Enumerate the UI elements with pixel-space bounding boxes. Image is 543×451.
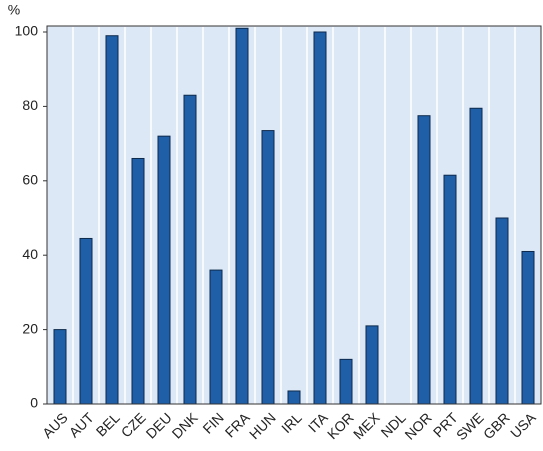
y-tick-label: 100 xyxy=(15,23,39,39)
x-tick-label: DNK xyxy=(169,409,202,442)
plot-area xyxy=(46,25,542,405)
bar xyxy=(313,31,327,405)
x-tick-label: BEL xyxy=(93,409,123,439)
bar xyxy=(157,135,171,405)
x-tick-label: SWE xyxy=(453,409,487,443)
x-tick-label: KOR xyxy=(324,409,357,442)
x-tick-label: IRL xyxy=(278,409,305,436)
bar xyxy=(53,329,67,405)
x-tick-label: USA xyxy=(507,409,539,441)
y-tick-label: 0 xyxy=(30,395,38,411)
bar xyxy=(443,174,457,405)
bar xyxy=(495,217,509,405)
x-tick-label: FIN xyxy=(199,409,226,436)
bar xyxy=(287,390,301,405)
bar xyxy=(209,269,223,405)
y-tick-label: 60 xyxy=(22,172,38,188)
x-tick-label: HUN xyxy=(246,409,279,442)
bar xyxy=(79,237,93,405)
x-tick-label: FRA xyxy=(222,409,254,441)
bar xyxy=(131,157,145,405)
x-tick-label: AUS xyxy=(39,409,71,441)
x-tick-label: MEX xyxy=(350,409,383,442)
x-tick-label: AUT xyxy=(66,409,97,440)
y-tick-label: 40 xyxy=(22,246,38,262)
y-tick-label: 80 xyxy=(22,97,38,113)
y-axis-label: % xyxy=(8,2,20,18)
x-tick-label: GBR xyxy=(480,409,513,442)
x-tick-label: CZE xyxy=(118,409,149,440)
bar xyxy=(521,250,535,405)
x-tick-label: NOR xyxy=(401,409,434,442)
bar xyxy=(183,94,197,405)
bar xyxy=(105,35,119,405)
bar xyxy=(235,27,249,405)
x-tick-label: NDL xyxy=(378,409,409,440)
bar xyxy=(261,130,275,405)
bar xyxy=(469,107,483,405)
bar xyxy=(365,325,379,405)
bar xyxy=(339,358,353,405)
bar xyxy=(417,115,431,405)
y-tick-label: 20 xyxy=(22,320,38,336)
x-tick-label: DEU xyxy=(143,409,175,441)
